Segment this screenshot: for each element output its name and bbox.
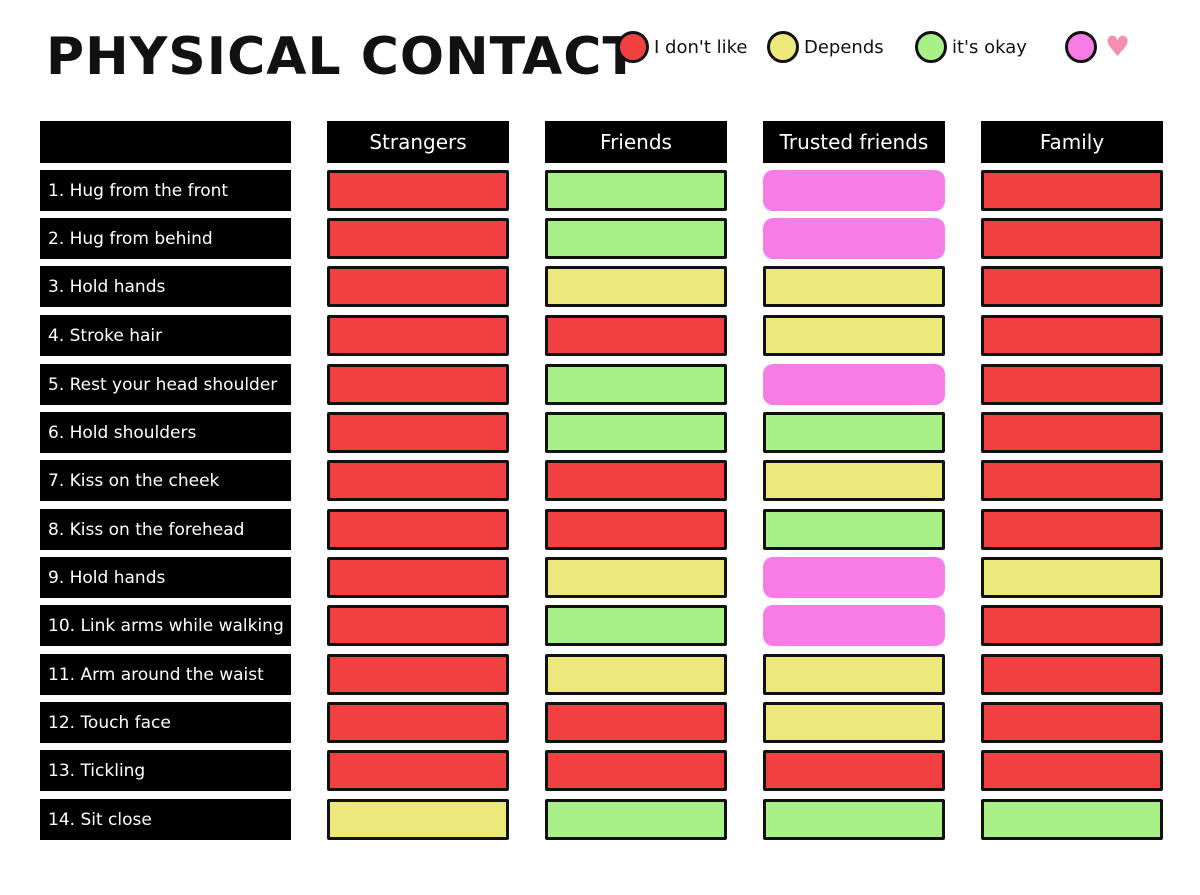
rating-cell-green[interactable] (545, 605, 727, 646)
rating-cell-yellow[interactable] (545, 654, 727, 695)
row-label: 7. Kiss on the cheek (40, 460, 291, 501)
row-label: 8. Kiss on the forehead (40, 509, 291, 550)
column-header: Trusted friends (763, 121, 945, 163)
rating-cell-red[interactable] (545, 509, 727, 550)
rating-cell-yellow[interactable] (763, 654, 945, 695)
rating-cell-red[interactable] (327, 266, 509, 307)
legend-item-yellow: Depends (767, 27, 884, 67)
rating-cell-red[interactable] (327, 170, 509, 211)
rating-cell-yellow[interactable] (763, 460, 945, 501)
rating-cell-red[interactable] (981, 460, 1163, 501)
rating-cell-yellow[interactable] (981, 557, 1163, 598)
rating-cell-red[interactable] (545, 750, 727, 791)
row-label: 3. Hold hands (40, 266, 291, 307)
rating-cell-red[interactable] (327, 702, 509, 743)
row-label: 2. Hug from behind (40, 218, 291, 259)
legend-item-green: it's okay (915, 27, 1027, 67)
row-label: 12. Touch face (40, 702, 291, 743)
rating-cell-red[interactable] (981, 509, 1163, 550)
rating-cell-yellow[interactable] (327, 799, 509, 840)
rating-cell-red[interactable] (327, 557, 509, 598)
rating-cell-green[interactable] (763, 412, 945, 453)
rating-cell-pink[interactable] (763, 605, 945, 646)
rating-cell-red[interactable] (981, 364, 1163, 405)
row-label: 1. Hug from the front (40, 170, 291, 211)
rating-cell-green[interactable] (545, 799, 727, 840)
rating-cell-red[interactable] (327, 364, 509, 405)
row-label: 4. Stroke hair (40, 315, 291, 356)
column-header: Strangers (327, 121, 509, 163)
rating-cell-red[interactable] (327, 605, 509, 646)
rating-cell-red[interactable] (981, 702, 1163, 743)
column-header: Friends (545, 121, 727, 163)
rating-cell-red[interactable] (981, 654, 1163, 695)
row-label: 6. Hold shoulders (40, 412, 291, 453)
row-label: 13. Tickling (40, 750, 291, 791)
legend-dot-red (617, 31, 649, 63)
row-label: 9. Hold hands (40, 557, 291, 598)
rating-cell-red[interactable] (327, 218, 509, 259)
rating-cell-green[interactable] (545, 218, 727, 259)
rating-cell-red[interactable] (545, 315, 727, 356)
rating-cell-green[interactable] (545, 170, 727, 211)
legend-item-red: I don't like (617, 27, 747, 67)
rating-cell-red[interactable] (327, 750, 509, 791)
legend-dot-yellow (767, 31, 799, 63)
legend-dot-green (915, 31, 947, 63)
column-header: Family (981, 121, 1163, 163)
rating-cell-red[interactable] (545, 702, 727, 743)
rating-cell-red[interactable] (327, 412, 509, 453)
row-label: 5. Rest your head shoulder (40, 364, 291, 405)
rating-cell-red[interactable] (327, 509, 509, 550)
rating-cell-red[interactable] (327, 460, 509, 501)
rating-cell-yellow[interactable] (763, 702, 945, 743)
rating-cell-red[interactable] (327, 654, 509, 695)
rating-cell-red[interactable] (981, 412, 1163, 453)
rating-cell-yellow[interactable] (763, 315, 945, 356)
rating-cell-green[interactable] (545, 412, 727, 453)
legend-label: Depends (804, 36, 884, 58)
rating-cell-red[interactable] (327, 315, 509, 356)
rating-cell-yellow[interactable] (545, 557, 727, 598)
legend-label: it's okay (952, 36, 1027, 58)
rating-cell-green[interactable] (545, 364, 727, 405)
rating-cell-green[interactable] (763, 509, 945, 550)
heart-icon: ♥ (1105, 30, 1131, 63)
row-label: 14. Sit close (40, 799, 291, 840)
rating-cell-pink[interactable] (763, 218, 945, 259)
header-corner (40, 121, 291, 163)
legend-label: I don't like (654, 36, 748, 58)
rating-cell-pink[interactable] (763, 170, 945, 211)
rating-cell-red[interactable] (981, 218, 1163, 259)
legend-dot-pink (1065, 31, 1097, 63)
rating-cell-yellow[interactable] (545, 266, 727, 307)
rating-cell-red[interactable] (545, 460, 727, 501)
rating-cell-red[interactable] (981, 750, 1163, 791)
row-label: 11. Arm around the waist (40, 654, 291, 695)
rating-cell-red[interactable] (763, 750, 945, 791)
legend-item-pink: ♥ (1065, 27, 1130, 67)
rating-cell-red[interactable] (981, 605, 1163, 646)
rating-cell-pink[interactable] (763, 364, 945, 405)
page-title: PHYSICAL CONTACT (46, 27, 639, 87)
row-label: 10. Link arms while walking (40, 605, 291, 646)
rating-cell-green[interactable] (763, 799, 945, 840)
rating-cell-red[interactable] (981, 315, 1163, 356)
rating-cell-red[interactable] (981, 170, 1163, 211)
rating-cell-green[interactable] (981, 799, 1163, 840)
rating-cell-pink[interactable] (763, 557, 945, 598)
rating-cell-yellow[interactable] (763, 266, 945, 307)
rating-cell-red[interactable] (981, 266, 1163, 307)
